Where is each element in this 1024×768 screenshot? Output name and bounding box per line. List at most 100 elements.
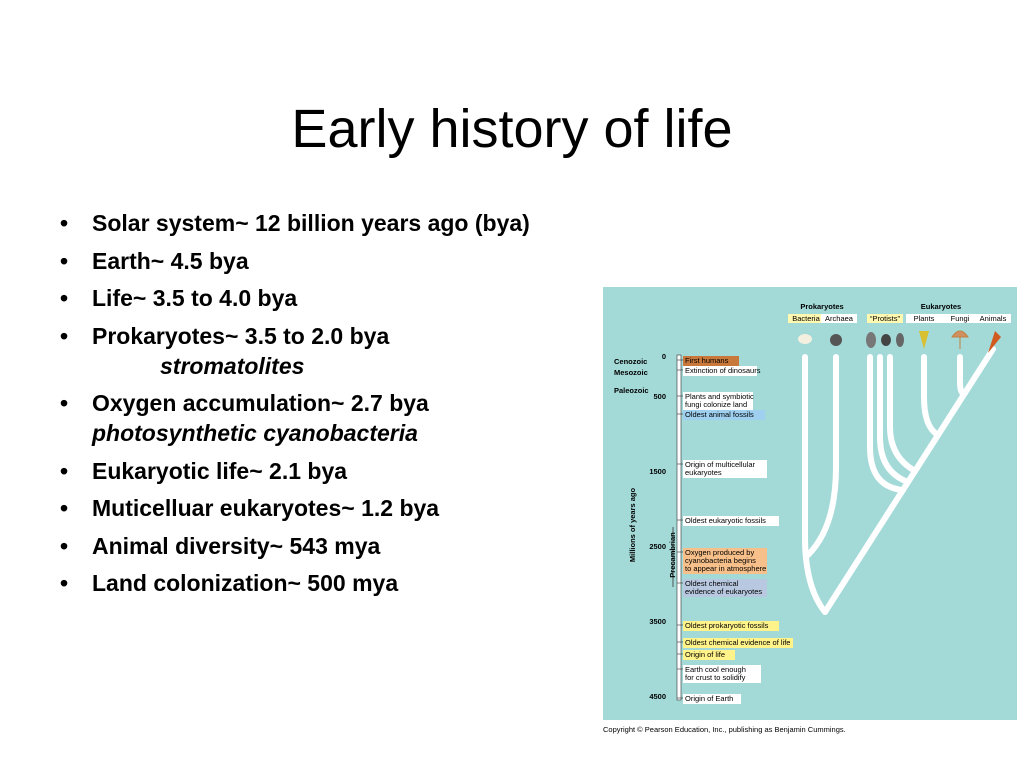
group-label: Prokaryotes <box>800 302 843 311</box>
bullet-subtext: photosynthetic cyanobacteria <box>92 420 418 446</box>
subgroup-label: “Protists” <box>870 314 901 323</box>
bullet-text: Oxygen accumulation~ 2.7 bya <box>92 390 429 416</box>
icon <box>881 334 891 346</box>
subgroup-box <box>975 314 1011 323</box>
event-label: for crust to solidify <box>685 673 746 682</box>
time-tick: 500 <box>653 392 666 401</box>
era-label: Paleozoic <box>614 386 649 395</box>
bullet-text: Eukaryotic life~ 2.1 bya <box>92 457 348 484</box>
tree-branch <box>957 354 968 397</box>
event-box <box>683 356 739 366</box>
bullet-text: Animal diversity~ 543 mya <box>92 532 381 559</box>
time-tick: 4500 <box>649 692 666 701</box>
subgroup-box <box>788 314 824 323</box>
icon <box>951 330 969 349</box>
event-label: Origin of multicellular <box>685 460 756 469</box>
event-label: fungi colonize land <box>685 400 747 409</box>
event-label: Origin of Earth <box>685 694 733 703</box>
icon <box>919 331 929 349</box>
bullet-text: Prokaryotes~ 3.5 to 2.0 bya <box>92 322 390 349</box>
event-box <box>683 650 735 660</box>
subgroup-box <box>821 314 857 323</box>
time-tick: 0 <box>662 352 666 361</box>
tree-branch <box>877 354 911 485</box>
subgroup-box <box>906 314 942 323</box>
bullet-dot: • <box>60 390 69 416</box>
event-box <box>683 548 767 574</box>
bullet-text: Earth~ 4.5 bya <box>92 247 249 274</box>
event-label: Oldest eukaryotic fossils <box>685 516 766 525</box>
figure-background <box>603 287 1017 720</box>
event-label: First humans <box>685 356 729 365</box>
timeline-figure: Prokaryotes Eukaryotes Bacteria Archaea “Pro… <box>603 287 1017 720</box>
event-box <box>683 638 793 648</box>
bullet-item: • Prokaryotes~ 3.5 to 2.0 bya stromatolite… <box>60 321 562 381</box>
event-box <box>683 579 767 597</box>
icon <box>988 331 1001 353</box>
bullet-item: • Life~ 3.5 to 4.0 bya <box>60 283 562 313</box>
group-label: Eukaryotes <box>921 302 961 311</box>
tree-branch <box>802 354 828 615</box>
event-label: Extinction of dinosaurs <box>685 366 761 375</box>
bullet-subtext: stromatolites <box>160 352 305 379</box>
event-label: Oldest prokaryotic fossils <box>685 621 769 630</box>
icon <box>866 332 876 348</box>
eon-label: Precambrian <box>668 532 677 578</box>
event-label: Earth cool enough <box>685 665 746 674</box>
subgroup-label: Plants <box>914 314 935 323</box>
phylogenetic-tree <box>802 346 996 615</box>
event-label: Origin of life <box>685 650 725 659</box>
subgroup-label: Animals <box>980 314 1007 323</box>
bullet-dot: • <box>60 285 69 311</box>
time-tick: 1500 <box>649 467 666 476</box>
bullet-item: • Earth~ 4.5 bya <box>60 246 562 276</box>
subgroup-box <box>867 314 903 323</box>
bullet-dot: • <box>60 570 69 596</box>
icon <box>798 334 812 344</box>
tree-branch <box>921 354 941 438</box>
icon <box>830 334 842 346</box>
subgroup-label: Bacteria <box>792 314 820 323</box>
tree-branch <box>805 354 839 558</box>
event-box <box>683 410 765 420</box>
bullet-dot: • <box>60 210 69 236</box>
event-label: eukaryotes <box>685 468 722 477</box>
event-label: Oldest animal fossils <box>685 410 754 419</box>
event-label: Plants and symbiotic <box>685 392 754 401</box>
bullet-dot: • <box>60 457 69 484</box>
bullet-dot: • <box>60 322 69 349</box>
event-label: evidence of eukaryotes <box>685 587 762 596</box>
timeline-bar <box>676 354 682 701</box>
bullet-item: • Oxygen accumulation~ 2.7 bya photosynthe… <box>60 388 562 448</box>
event-box <box>683 516 779 526</box>
subgroup-box <box>942 314 978 323</box>
subgroup-label: Archaea <box>825 314 854 323</box>
axis-label: Millions of years ago <box>628 487 637 562</box>
bullet-list: • Solar system~ 12 billion years ago (bya… <box>60 208 580 606</box>
bullet-dot: • <box>60 532 69 559</box>
event-box <box>683 460 767 478</box>
bullet-text: Land colonization~ 500 mya <box>92 570 399 596</box>
subgroup-label: Fungi <box>951 314 970 323</box>
copyright: Copyright © Pearson Education, Inc., pub… <box>603 725 846 734</box>
event-box <box>683 665 761 683</box>
bullet-dot: • <box>60 495 69 521</box>
tree-branch <box>867 354 906 493</box>
event-box <box>683 366 757 376</box>
event-box <box>683 621 779 631</box>
tree-branch <box>887 354 918 474</box>
event-label: Oxygen produced by <box>685 548 754 557</box>
bullet-dot: • <box>60 247 69 274</box>
time-tick: 2500 <box>649 542 666 551</box>
bullet-text: Solar system~ 12 billion years ago (bya) <box>92 210 530 236</box>
bullet-item: • Muticelluar eukaryotes~ 1.2 bya <box>60 493 562 523</box>
event-label: Oldest chemical evidence of life <box>685 638 790 647</box>
era-label: Mesozoic <box>614 368 648 377</box>
bullet-item: • Land colonization~ 500 mya <box>60 568 562 598</box>
icon <box>896 333 904 347</box>
organism-icons <box>798 330 1001 353</box>
bullet-text: Muticelluar eukaryotes~ 1.2 bya <box>92 495 440 521</box>
bullet-text: Life~ 3.5 to 4.0 bya <box>92 285 298 311</box>
event-label: to appear in atmosphere <box>685 564 766 573</box>
